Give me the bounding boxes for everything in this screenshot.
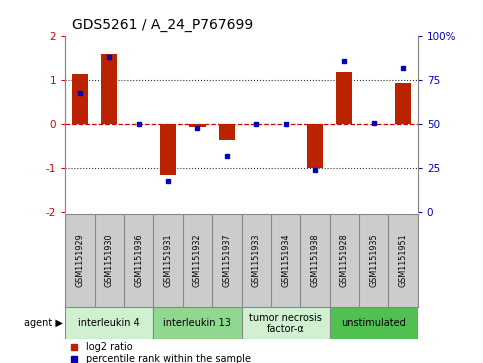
Bar: [395, 82, 411, 124]
Bar: [307, 124, 323, 168]
Text: interleukin 4: interleukin 4: [78, 318, 140, 329]
Bar: [72, 74, 88, 124]
Text: GSM1151932: GSM1151932: [193, 234, 202, 287]
Text: GSM1151937: GSM1151937: [222, 234, 231, 287]
Bar: [242, 307, 330, 339]
Bar: [65, 307, 154, 339]
Text: agent ▶: agent ▶: [24, 318, 63, 329]
Text: interleukin 13: interleukin 13: [163, 318, 231, 329]
Text: GSM1151928: GSM1151928: [340, 234, 349, 287]
Bar: [219, 124, 235, 140]
Text: percentile rank within the sample: percentile rank within the sample: [86, 354, 251, 363]
Text: GSM1151933: GSM1151933: [252, 234, 261, 287]
Bar: [329, 307, 418, 339]
Text: unstimulated: unstimulated: [341, 318, 406, 329]
Text: GSM1151951: GSM1151951: [398, 234, 408, 287]
Bar: [154, 307, 242, 339]
Text: GSM1151930: GSM1151930: [105, 234, 114, 287]
Text: GSM1151929: GSM1151929: [75, 233, 85, 287]
Bar: [101, 54, 117, 124]
Bar: [189, 124, 205, 127]
Bar: [160, 124, 176, 175]
Text: GSM1151935: GSM1151935: [369, 234, 378, 287]
Text: tumor necrosis
factor-α: tumor necrosis factor-α: [249, 313, 322, 334]
Text: log2 ratio: log2 ratio: [86, 342, 133, 352]
Text: GSM1151938: GSM1151938: [311, 234, 319, 287]
Text: GSM1151931: GSM1151931: [164, 234, 172, 287]
Bar: [336, 72, 353, 124]
Text: GSM1151936: GSM1151936: [134, 234, 143, 287]
Text: GDS5261 / A_24_P767699: GDS5261 / A_24_P767699: [72, 19, 254, 33]
Text: GSM1151934: GSM1151934: [281, 234, 290, 287]
